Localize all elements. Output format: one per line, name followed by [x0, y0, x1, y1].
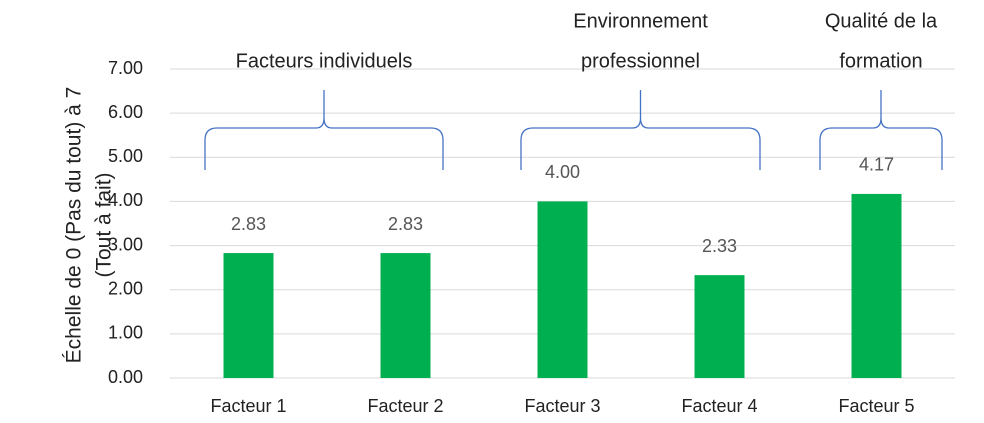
y-tick-label: 7.00 [108, 58, 143, 78]
y-tick-label: 6.00 [108, 102, 143, 122]
x-tick-label: Facteur 5 [838, 396, 914, 416]
x-tick-label: Facteur 2 [367, 396, 443, 416]
y-axis-label-line: (Tout à fait) [93, 172, 116, 277]
value-label: 4.17 [859, 155, 894, 175]
bar [380, 253, 431, 378]
value-label: 4.00 [545, 162, 580, 182]
value-label: 2.33 [702, 236, 737, 256]
y-tick-label: 3.00 [108, 234, 143, 254]
group-bracket [819, 90, 943, 170]
group-label: formation [839, 50, 922, 72]
value-label: 2.83 [231, 214, 266, 234]
group-bracket [520, 90, 761, 170]
group-bracket [204, 90, 444, 170]
y-tick-label: 0.00 [108, 367, 143, 387]
y-axis-label-line: Échelle de 0 (Pas du tout) à 7 [63, 87, 86, 364]
y-tick-label: 5.00 [108, 146, 143, 166]
group-label: professionnel [581, 50, 700, 72]
bar [694, 275, 745, 378]
y-tick-label: 4.00 [108, 190, 143, 210]
y-tick-label: 1.00 [108, 323, 143, 343]
x-tick-label: Facteur 4 [681, 396, 757, 416]
group-label: Environnement [573, 10, 708, 32]
x-tick-label: Facteur 1 [210, 396, 286, 416]
bar [851, 193, 902, 378]
y-tick-label: 2.00 [108, 278, 143, 298]
group-label: Facteurs individuels [236, 50, 413, 72]
group-label: Qualité de la [825, 10, 938, 32]
value-label: 2.83 [388, 214, 423, 234]
bar [223, 253, 274, 378]
bar [537, 201, 588, 378]
x-tick-label: Facteur 3 [524, 396, 600, 416]
